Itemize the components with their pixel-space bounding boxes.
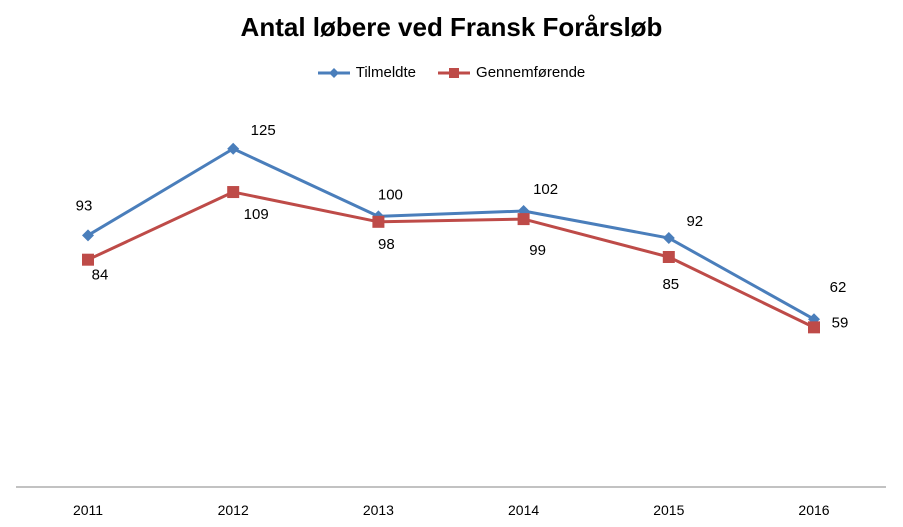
x-tick-label: 2016 xyxy=(798,502,829,518)
data-label-tilmeldte: 93 xyxy=(76,197,93,214)
series-line-tilmeldte xyxy=(87,147,815,321)
data-point-gennemforende xyxy=(662,250,675,263)
data-label-tilmeldte: 92 xyxy=(686,213,703,230)
data-point-gennemforende xyxy=(82,253,94,266)
data-label-gennemforende: 99 xyxy=(529,242,546,259)
x-tick-label: 2014 xyxy=(508,502,539,518)
data-point-tilmeldte xyxy=(82,229,94,242)
data-point-tilmeldte xyxy=(662,232,675,245)
legend-item-tilmeldte: Tilmeldte xyxy=(317,64,417,81)
x-tick-label: 2012 xyxy=(218,502,249,518)
data-label-gennemforende: 98 xyxy=(378,236,395,253)
x-tick-label: 2011 xyxy=(73,502,103,518)
data-label-tilmeldte: 62 xyxy=(830,279,847,296)
data-point-tilmeldte xyxy=(227,142,240,155)
data-label-tilmeldte: 102 xyxy=(533,181,558,198)
series-line-gennemforende xyxy=(87,190,815,329)
data-point-gennemforende xyxy=(517,213,530,226)
legend-item-gennemforende: Gennemførende xyxy=(438,64,585,81)
legend: Tilmeldte Gennemførende xyxy=(0,64,903,81)
data-label-gennemforende: 109 xyxy=(244,206,269,223)
legend-label-gennemforende: Gennemførende xyxy=(476,64,586,81)
data-point-gennemforende xyxy=(372,215,385,228)
legend-marker-tilmeldte xyxy=(317,67,350,78)
data-label-tilmeldte: 100 xyxy=(378,186,403,203)
data-label-gennemforende: 84 xyxy=(92,267,109,284)
data-point-gennemforende xyxy=(227,186,240,199)
x-tick-label: 2013 xyxy=(363,502,394,518)
legend-marker-gennemforende xyxy=(438,67,471,78)
x-tick-label: 2015 xyxy=(653,502,684,518)
data-label-gennemforende: 59 xyxy=(832,314,849,331)
legend-label-tilmeldte: Tilmeldte xyxy=(355,64,417,81)
data-point-gennemforende xyxy=(808,321,820,334)
data-label-tilmeldte: 125 xyxy=(251,122,276,139)
data-label-gennemforende: 85 xyxy=(662,276,679,293)
chart-title: Antal løbere ved Fransk Forårsløb xyxy=(240,12,663,42)
